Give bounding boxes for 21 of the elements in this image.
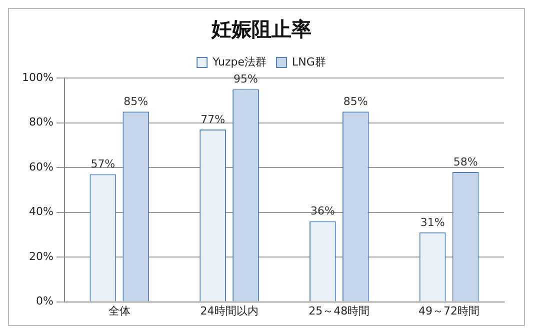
y-tick-label: 60% bbox=[28, 160, 54, 174]
y-tick-label: 80% bbox=[28, 116, 54, 129]
legend-label: LNG群 bbox=[292, 55, 326, 68]
data-label: 58% bbox=[453, 155, 478, 168]
x-tick-label: 49～72時間 bbox=[418, 304, 480, 318]
data-label: 31% bbox=[420, 216, 445, 229]
legend-label: Yuzpe法群 bbox=[212, 55, 267, 68]
data-label: 36% bbox=[310, 204, 335, 218]
y-tick-label: 0% bbox=[36, 294, 54, 308]
data-label: 57% bbox=[90, 158, 116, 171]
x-tick-label: 24時間以内 bbox=[200, 304, 258, 318]
y-tick-label: 20% bbox=[28, 250, 54, 263]
data-label: 85% bbox=[343, 94, 368, 108]
data-label: 85% bbox=[124, 94, 148, 108]
data-label: 95% bbox=[234, 72, 258, 86]
data-label: 77% bbox=[200, 112, 226, 126]
x-tick-label: 全体 bbox=[108, 304, 130, 318]
y-tick-label: 100% bbox=[22, 70, 54, 84]
chart-title: 妊娠阻止率 bbox=[210, 17, 312, 42]
y-tick-label: 40% bbox=[28, 205, 54, 218]
x-tick-label: 25～48時間 bbox=[308, 304, 370, 318]
